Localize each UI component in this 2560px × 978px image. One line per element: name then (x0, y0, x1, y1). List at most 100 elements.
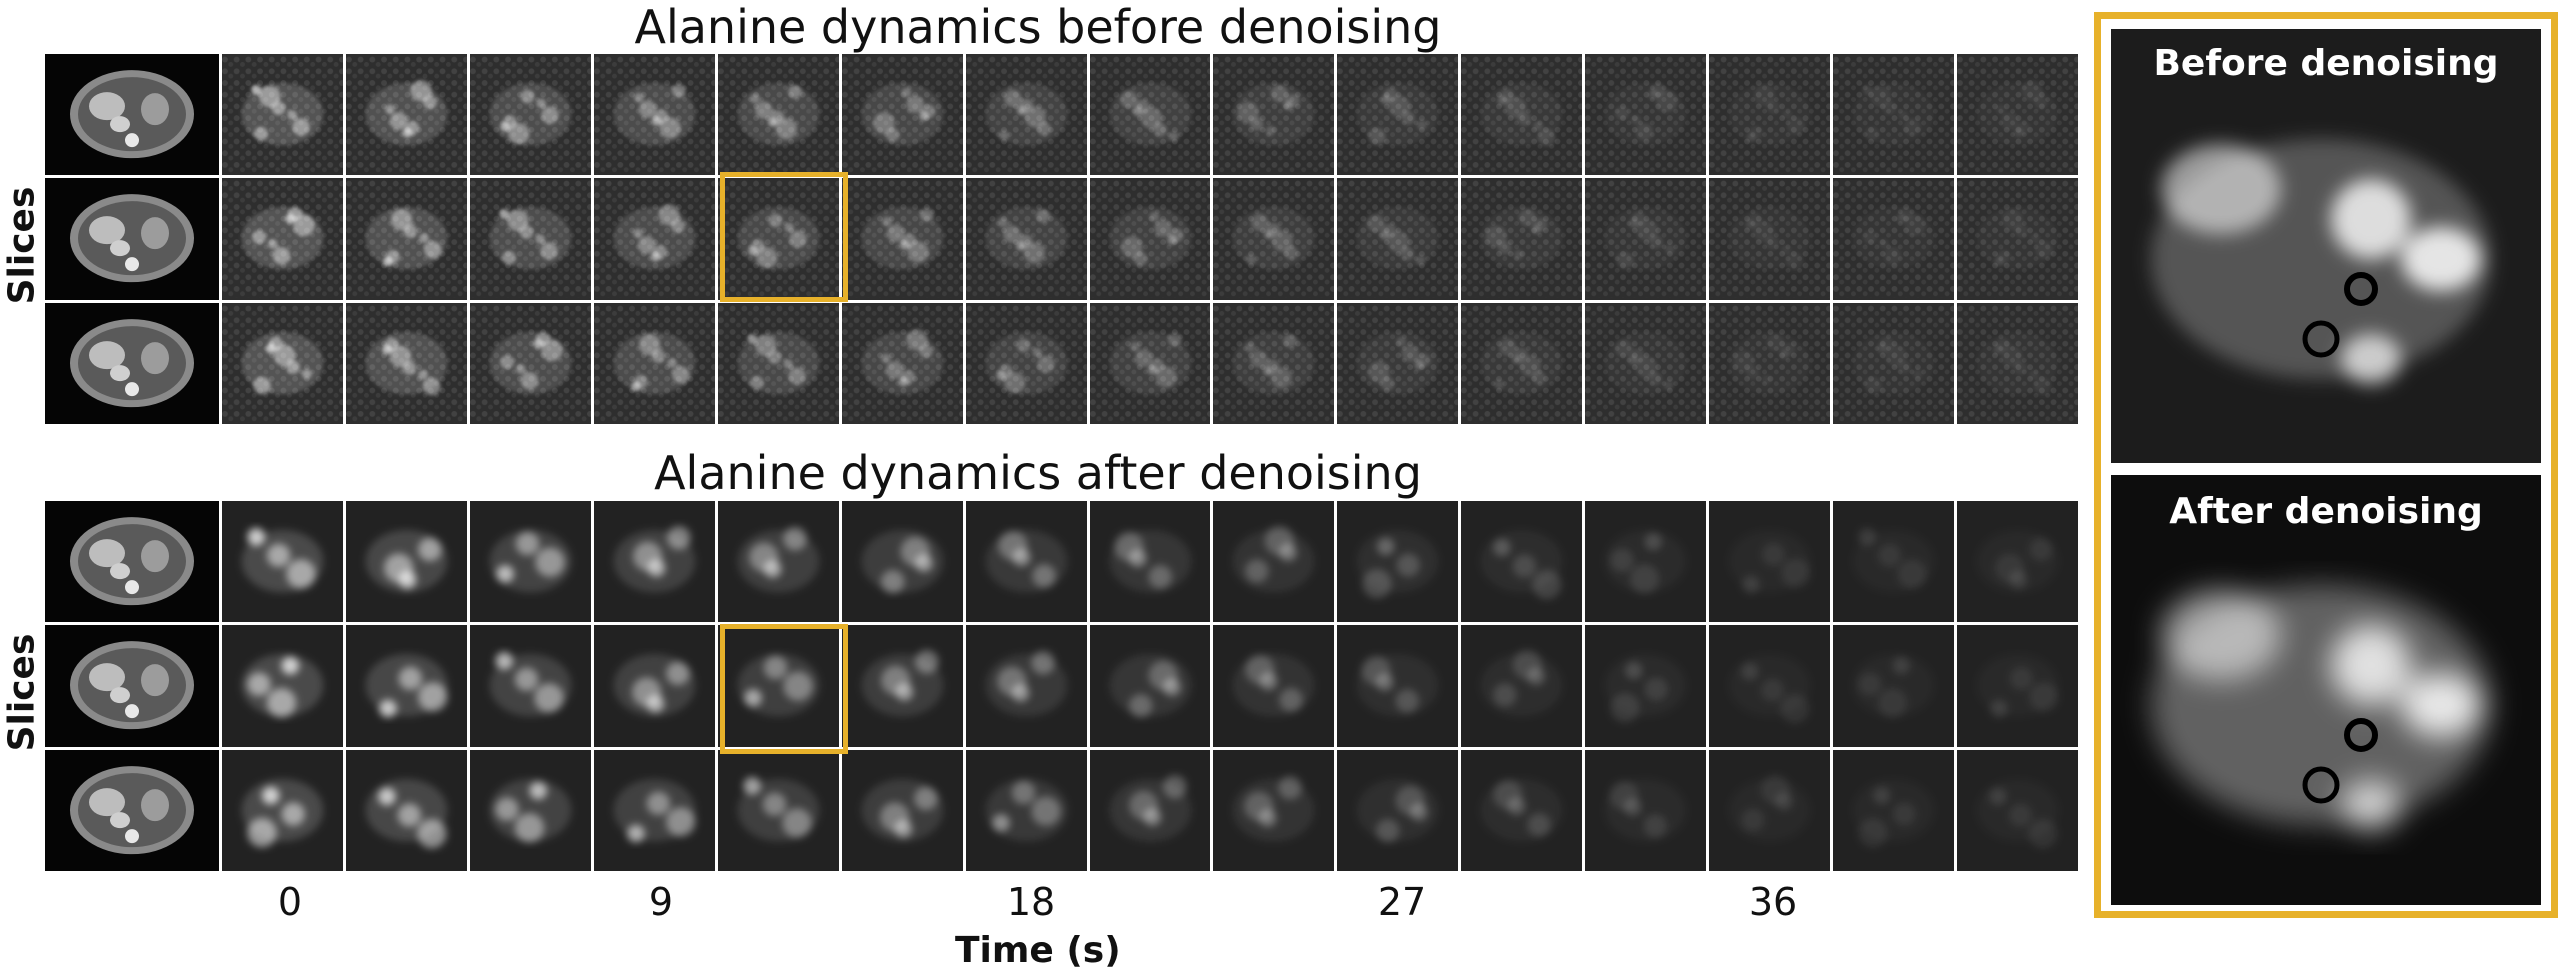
metabolite-frame-tile (1833, 178, 1955, 300)
metabolite-frame-tile (965, 178, 1087, 300)
metabolite-frame-tile (1585, 302, 1707, 424)
metabolite-frame-tile (1461, 178, 1583, 300)
x-tick-18: 18 (1006, 880, 1056, 924)
metabolite-frame-tile (345, 501, 467, 623)
metabolite-frame-tile (1461, 625, 1583, 747)
metabolite-frame-tile (469, 302, 591, 424)
metabolite-frame-tile (1213, 625, 1335, 747)
metabolite-frame-tile (1089, 302, 1211, 424)
metabolite-frame-tile (1585, 54, 1707, 176)
metabolite-frame-tile (593, 749, 715, 871)
metabolite-frame-tile (1957, 501, 2078, 623)
anatomical-slice-thumbnail (45, 625, 219, 747)
metabolite-frame-tile (469, 501, 591, 623)
zoom-after-title: After denoising (2169, 491, 2483, 532)
metabolite-frame-tile (1585, 178, 1707, 300)
metabolite-frame-tile (1337, 54, 1459, 176)
zoom-after-visual (2151, 585, 2491, 830)
metabolite-frame-tile (965, 302, 1087, 424)
x-tick-0: 0 (277, 880, 303, 924)
metabolite-frame-tile (717, 749, 839, 871)
top-section-title: Alanine dynamics before denoising (634, 0, 1442, 54)
metabolite-frame-tile (1213, 178, 1335, 300)
metabolite-frame-tile (345, 749, 467, 871)
metabolite-frame-tile (1833, 625, 1955, 747)
metabolite-frame-tile (1461, 54, 1583, 176)
metabolite-frame-tile (345, 625, 467, 747)
metabolite-frame-tile (469, 749, 591, 871)
metabolite-frame-tile (1585, 501, 1707, 623)
metabolite-frame-tile (1213, 749, 1335, 871)
anatomical-slice-thumbnail (45, 178, 219, 300)
metabolite-frame-tile (1709, 625, 1831, 747)
metabolite-frame-tile (717, 178, 839, 300)
metabolite-frame-tile (593, 54, 715, 176)
metabolite-frame-tile (222, 625, 343, 747)
x-tick-9: 9 (648, 880, 674, 924)
metabolite-frame-tile (345, 178, 467, 300)
metabolite-frame-tile (345, 54, 467, 176)
x-tick-27: 27 (1377, 880, 1427, 924)
metabolite-frame-tile (1461, 302, 1583, 424)
metabolite-frame-tile (593, 302, 715, 424)
top-slices-label: Slices (1, 186, 43, 305)
metabolite-frame-tile (1709, 749, 1831, 871)
metabolite-frame-tile (1957, 625, 2078, 747)
metabolite-frame-tile (1461, 749, 1583, 871)
metabolite-frame-tile (1089, 54, 1211, 176)
bottom-highlight-box (720, 624, 848, 754)
metabolite-frame-tile (593, 501, 715, 623)
anatomical-slice-thumbnail (45, 54, 219, 176)
metabolite-frame-tile (965, 501, 1087, 623)
metabolite-frame-tile (1089, 625, 1211, 747)
metabolite-frame-tile (593, 625, 715, 747)
zoom-before-image: Before denoising (2111, 29, 2541, 463)
metabolite-frame-tile (717, 501, 839, 623)
metabolite-frame-tile (1337, 302, 1459, 424)
metabolite-frame-tile (469, 625, 591, 747)
metabolite-frame-tile (1337, 501, 1459, 623)
metabolite-frame-tile (841, 178, 963, 300)
metabolite-frame-tile (965, 54, 1087, 176)
zoom-frame: Before denoising After denoising (2094, 12, 2558, 918)
metabolite-frame-tile (841, 54, 963, 176)
metabolite-frame-tile (1709, 54, 1831, 176)
metabolite-frame-tile (1089, 501, 1211, 623)
metabolite-frame-tile (222, 501, 343, 623)
metabolite-frame-tile (345, 302, 467, 424)
metabolite-frame-tile (841, 501, 963, 623)
zoom-before-visual (2151, 139, 2491, 384)
bottom-image-grid (45, 501, 2078, 871)
x-tick-36: 36 (1748, 880, 1798, 924)
metabolite-frame-tile (1957, 749, 2078, 871)
metabolite-frame-tile (1585, 749, 1707, 871)
metabolite-frame-tile (965, 749, 1087, 871)
anatomical-slice-thumbnail (45, 501, 219, 623)
metabolite-frame-tile (1089, 178, 1211, 300)
bottom-section-title: Alanine dynamics after denoising (654, 446, 1422, 500)
metabolite-frame-tile (1833, 749, 1955, 871)
top-highlight-box (720, 172, 848, 302)
metabolite-frame-tile (1585, 625, 1707, 747)
metabolite-frame-tile (841, 302, 963, 424)
top-image-grid (45, 54, 2078, 424)
metabolite-frame-tile (1213, 54, 1335, 176)
zoom-before-title: Before denoising (2153, 43, 2499, 84)
x-axis-label: Time (s) (955, 930, 1121, 971)
metabolite-frame-tile (1957, 54, 2078, 176)
metabolite-frame-tile (222, 178, 343, 300)
metabolite-frame-tile (1089, 749, 1211, 871)
zoom-after-image: After denoising (2111, 475, 2541, 905)
metabolite-frame-tile (222, 749, 343, 871)
metabolite-frame-tile (1833, 54, 1955, 176)
metabolite-frame-tile (841, 625, 963, 747)
metabolite-frame-tile (965, 625, 1087, 747)
metabolite-frame-tile (1461, 501, 1583, 623)
metabolite-frame-tile (469, 178, 591, 300)
metabolite-frame-tile (593, 178, 715, 300)
metabolite-frame-tile (1957, 302, 2078, 424)
metabolite-frame-tile (1833, 501, 1955, 623)
metabolite-frame-tile (1709, 178, 1831, 300)
anatomical-slice-thumbnail (45, 749, 219, 871)
metabolite-frame-tile (1213, 501, 1335, 623)
